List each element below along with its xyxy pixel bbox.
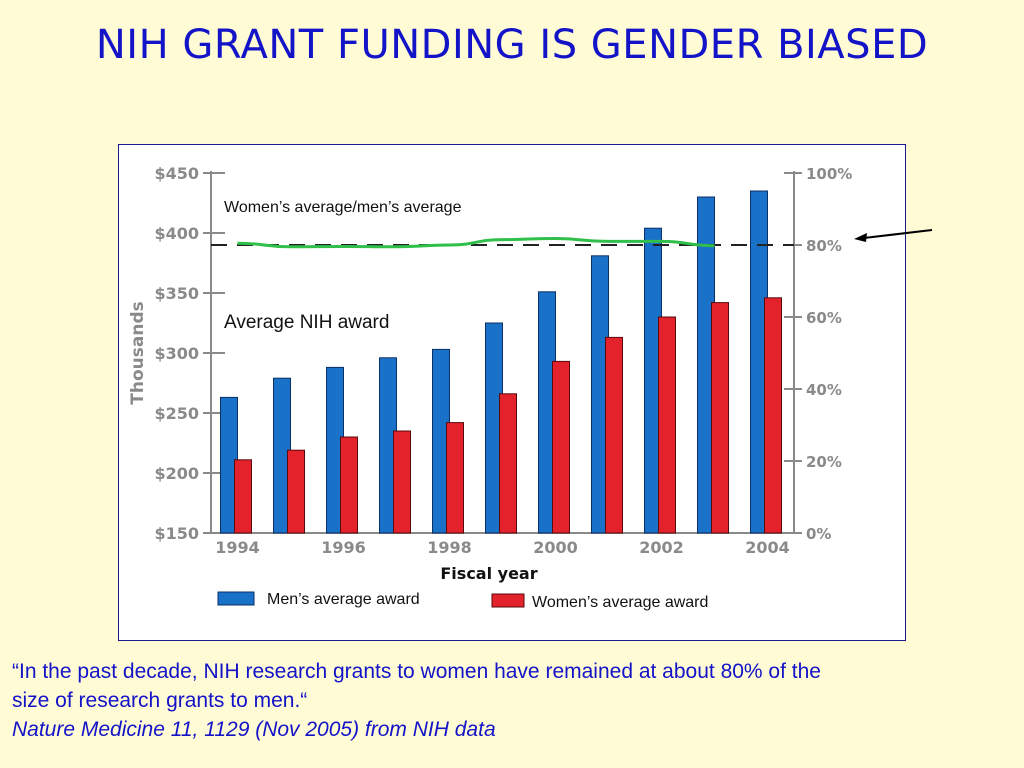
x-axis-title: Fiscal year [440,564,537,583]
bar-women [393,430,411,534]
pointer-arrow-icon [854,229,933,242]
bar-women [552,360,570,534]
x-tick-label: 1998 [427,538,472,557]
x-tick-label: 1996 [321,538,366,557]
x-tick-label: 2000 [533,538,578,557]
y-tick-label: $300 [154,344,199,363]
y-tick-label: $450 [154,164,199,183]
chart-labels: Women’s average/men’s average Average NIH… [224,199,462,333]
y2-tick-label: 0% [806,525,831,543]
ratio-line [237,237,715,249]
y2-tick-label: 40% [806,381,842,399]
chart-bars [220,190,782,534]
legend-swatch-men [217,591,255,606]
y2-tick-label: 20% [806,453,842,471]
y2-tick-label: 80% [806,237,842,255]
chart-frame: $150 $200 $250 $300 $350 $400 $450 0% 20% 40% 60% 8… [118,144,906,641]
y2-tick-label: 100% [806,165,852,183]
y-tick-label: $350 [154,284,199,303]
x-tick-label: 2002 [639,538,684,557]
legend-swatch-women [491,593,525,608]
bar-women [446,422,464,534]
bar-women [287,449,305,534]
quote-block: “In the past decade, NIH research grants… [12,657,1012,744]
x-tick-label: 1994 [215,538,260,557]
award-annotation: Average NIH award [224,312,389,333]
y-tick-label: $400 [154,224,199,243]
legend-label-men: Men’s average award [267,591,420,608]
slide-title: NIH GRANT FUNDING IS GENDER BIASED [95,22,929,68]
bar-women [605,336,623,534]
bar-women [340,436,358,534]
chart-legend: Men’s average award Women’s average award [217,591,708,611]
bar-women [764,297,782,534]
y-tick-label: $250 [154,404,199,423]
bar-women [711,302,729,534]
bar-women [658,316,676,534]
x-tick-label: 2004 [745,538,790,557]
y-tick-label: $200 [154,464,199,483]
legend-label-women: Women’s average award [532,594,708,611]
y-tick-label: $150 [154,524,199,543]
bar-women [499,393,517,534]
quote-line-1: “In the past decade, NIH research grants… [12,660,821,683]
chart-lines [211,237,794,249]
y2-tick-label: 60% [806,309,842,327]
citation: Nature Medicine 11, 1129 (Nov 2005) from… [12,718,496,741]
grant-funding-chart: $150 $200 $250 $300 $350 $400 $450 0% 20% 40% 60% 8… [128,164,852,611]
bar-women [234,459,252,534]
chart-axes: $150 $200 $250 $300 $350 $400 $450 0% 20% 40% 60% 8… [128,164,852,583]
ratio-annotation: Women’s average/men’s average [224,199,462,216]
quote-line-2: size of research grants to men.“ [12,689,308,712]
y-axis-title: Thousands [128,301,148,404]
